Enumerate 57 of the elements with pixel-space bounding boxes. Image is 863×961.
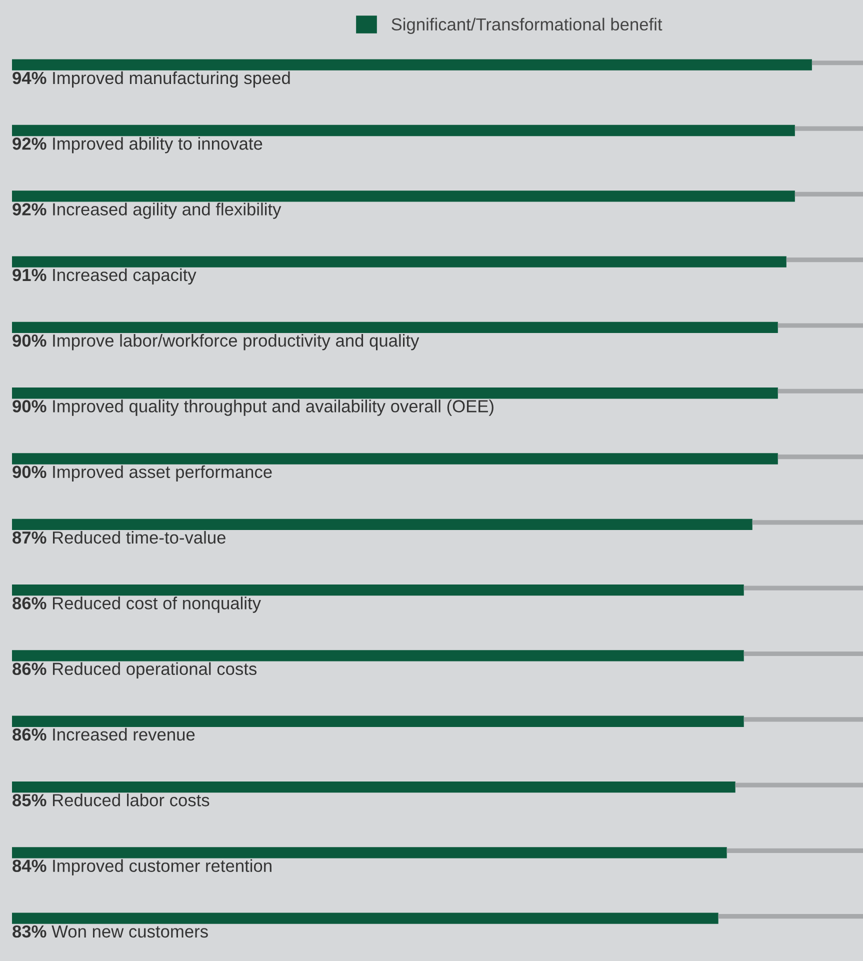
y-tick-label: Improve labor/workforce productivity and quality xyxy=(53,334,420,350)
bar xyxy=(744,586,863,590)
data-label: 90% xyxy=(12,400,46,412)
bar xyxy=(12,584,744,596)
y-tick-label: Improved customer retention xyxy=(53,859,272,876)
data-label: 85% xyxy=(12,794,46,806)
bar xyxy=(778,323,863,328)
bar xyxy=(778,388,863,394)
y-tick-label: Reduced time-to-value xyxy=(52,530,226,544)
data-label: 86% xyxy=(12,597,46,610)
bar xyxy=(12,781,736,793)
y-tick-label: Increased revenue xyxy=(53,728,195,741)
y-tick-label: Increased agility and flexibility xyxy=(53,202,282,219)
bar xyxy=(752,520,863,525)
bar xyxy=(12,716,744,727)
legend-label: Significant/Transformational benefit xyxy=(392,18,662,34)
bar xyxy=(12,650,744,662)
y-tick-label: Improved asset performance xyxy=(53,465,272,482)
y-tick-label: Won new customers xyxy=(52,926,208,938)
data-label: 83% xyxy=(12,925,46,938)
bar xyxy=(12,59,812,70)
bar xyxy=(794,192,863,196)
data-label: 86% xyxy=(12,728,46,741)
y-tick-label: Increased capacity xyxy=(53,268,196,285)
bar xyxy=(735,782,863,788)
bar xyxy=(12,847,727,858)
data-label: 90% xyxy=(12,334,46,347)
bar xyxy=(744,717,863,722)
bar xyxy=(12,388,778,399)
bar xyxy=(786,258,863,262)
bar xyxy=(12,322,778,334)
y-tick-label: Reduced cost of nonquality xyxy=(52,596,261,613)
bar xyxy=(12,453,778,464)
bar xyxy=(794,126,863,131)
bar xyxy=(12,124,795,136)
y-tick-label: Improved manufacturing speed xyxy=(53,71,290,88)
y-tick-label: Reduced operational costs xyxy=(52,662,257,678)
y-tick-label: Improved quality throughput and availability overall (OEE) xyxy=(53,400,494,416)
bar xyxy=(726,848,863,853)
data-label: 92% xyxy=(12,203,46,216)
data-label: 84% xyxy=(12,860,46,872)
data-label: 86% xyxy=(12,662,46,676)
bar xyxy=(778,454,863,460)
bar xyxy=(718,914,863,919)
bar xyxy=(812,60,863,66)
data-label: 87% xyxy=(12,531,46,544)
data-label: 92% xyxy=(12,138,46,150)
bar xyxy=(12,912,718,924)
bar xyxy=(744,651,863,656)
bar xyxy=(12,190,795,202)
data-label: 94% xyxy=(12,72,46,84)
bar xyxy=(12,256,786,268)
data-label: 91% xyxy=(12,268,46,282)
y-tick-label: Reduced labor costs xyxy=(52,794,210,806)
data-label: 90% xyxy=(12,466,46,478)
y-tick-label: Improved ability to innovate xyxy=(53,137,262,154)
bar xyxy=(12,518,752,530)
